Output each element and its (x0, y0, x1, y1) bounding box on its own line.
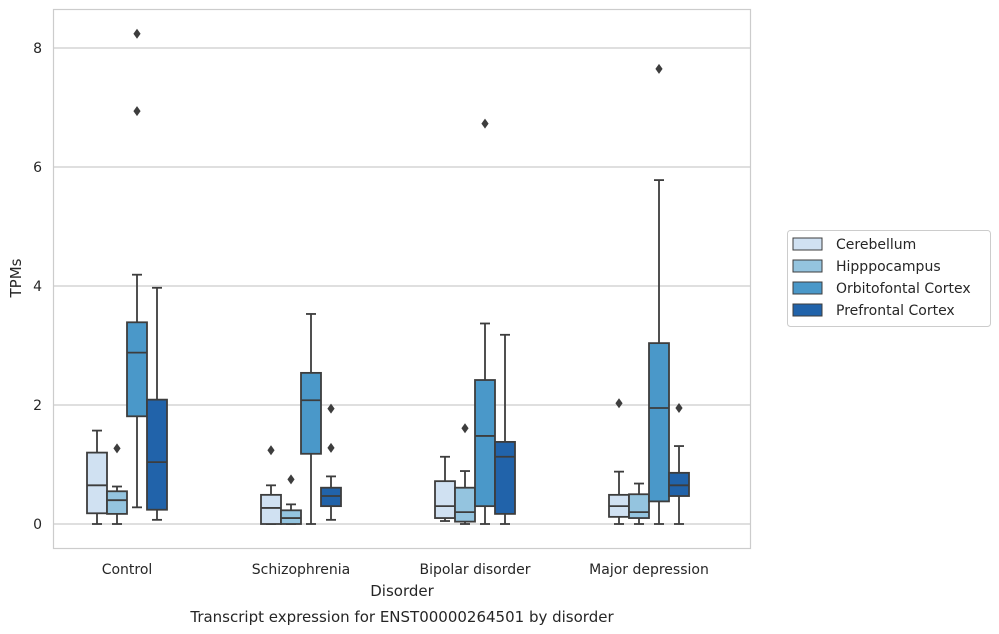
y-tick-label: 2 (33, 398, 42, 414)
box-body (454, 486, 476, 523)
series-hipppocampus (106, 423, 650, 525)
box-body (494, 440, 516, 515)
legend-frame (787, 230, 991, 327)
box-body (126, 321, 148, 418)
legend-label: Hipppocampus (836, 259, 941, 275)
y-axis-ticks: 0 2 4 6 8 (33, 41, 42, 533)
legend-label: Orbitofontal Cortex (836, 281, 971, 297)
box-body (106, 490, 128, 515)
legend-swatch (792, 237, 823, 251)
box (126, 28, 148, 509)
series-orbitofontal-cortex (126, 28, 670, 525)
y-tick-label: 0 (33, 517, 42, 533)
plot-area (52, 8, 752, 550)
legend: Cerebellum Hipppocampus Orbitofontal Corte… (787, 230, 991, 327)
box-body (474, 379, 496, 508)
outlier-point (481, 118, 489, 129)
outlier-point (287, 474, 295, 485)
y-axis-label: TPMs (7, 258, 25, 298)
legend-swatch (792, 259, 823, 273)
box (668, 402, 690, 525)
series-cerebellum (86, 398, 630, 525)
y-tick-label: 8 (33, 41, 42, 57)
y-tick-label: 4 (33, 279, 42, 295)
box (434, 455, 456, 522)
box-body (86, 451, 108, 515)
chart-title: Transcript expression for ENST0000026450… (189, 608, 614, 626)
outlier-point (461, 423, 469, 434)
box (280, 474, 302, 525)
outlier-point (327, 403, 335, 414)
box-body (146, 398, 168, 511)
box (146, 286, 168, 521)
x-tick-label: Schizophrenia (252, 562, 350, 578)
outlier-point (675, 402, 683, 413)
box-body (434, 480, 456, 519)
box (320, 403, 342, 521)
box (648, 63, 670, 525)
x-tick-label: Bipolar disorder (419, 562, 530, 578)
x-axis-ticks: Control Schizophrenia Bipolar disorder Majo… (102, 562, 709, 578)
legend-swatch (792, 303, 823, 317)
box (608, 398, 630, 525)
outlier-point (655, 63, 663, 74)
box (300, 313, 322, 525)
box (260, 445, 282, 525)
outlier-point (615, 398, 623, 409)
box-body (300, 371, 322, 455)
boxplot-series (86, 28, 690, 525)
outlier-point (133, 28, 141, 39)
series-prefrontal-cortex (146, 286, 690, 525)
y-tick-label: 6 (33, 160, 42, 176)
box-body (260, 493, 282, 525)
x-tick-label: Major depression (589, 562, 709, 578)
x-tick-label: Control (102, 562, 153, 578)
box-body (628, 493, 650, 519)
box (494, 333, 516, 525)
box-body (648, 342, 670, 503)
legend-label: Cerebellum (836, 237, 916, 253)
box (628, 482, 650, 525)
box (106, 443, 128, 525)
outlier-point (133, 106, 141, 117)
x-axis-label: Disorder (370, 582, 434, 600)
legend-swatch (792, 281, 823, 295)
box (454, 423, 476, 525)
box (86, 429, 108, 525)
outlier-point (113, 443, 121, 454)
outlier-point (267, 445, 275, 456)
box (474, 118, 496, 525)
outlier-point (327, 442, 335, 453)
legend-label: Prefrontal Cortex (836, 303, 955, 319)
